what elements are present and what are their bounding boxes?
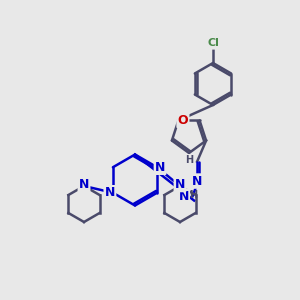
Text: H: H	[190, 190, 198, 200]
Text: N: N	[105, 186, 115, 199]
Text: N: N	[192, 175, 202, 188]
Text: H: H	[186, 155, 194, 165]
Text: N: N	[79, 178, 89, 191]
Text: N: N	[178, 190, 189, 202]
Text: N: N	[155, 161, 165, 174]
Text: O: O	[178, 114, 188, 127]
Text: Cl: Cl	[207, 38, 219, 49]
Text: N: N	[175, 178, 185, 191]
